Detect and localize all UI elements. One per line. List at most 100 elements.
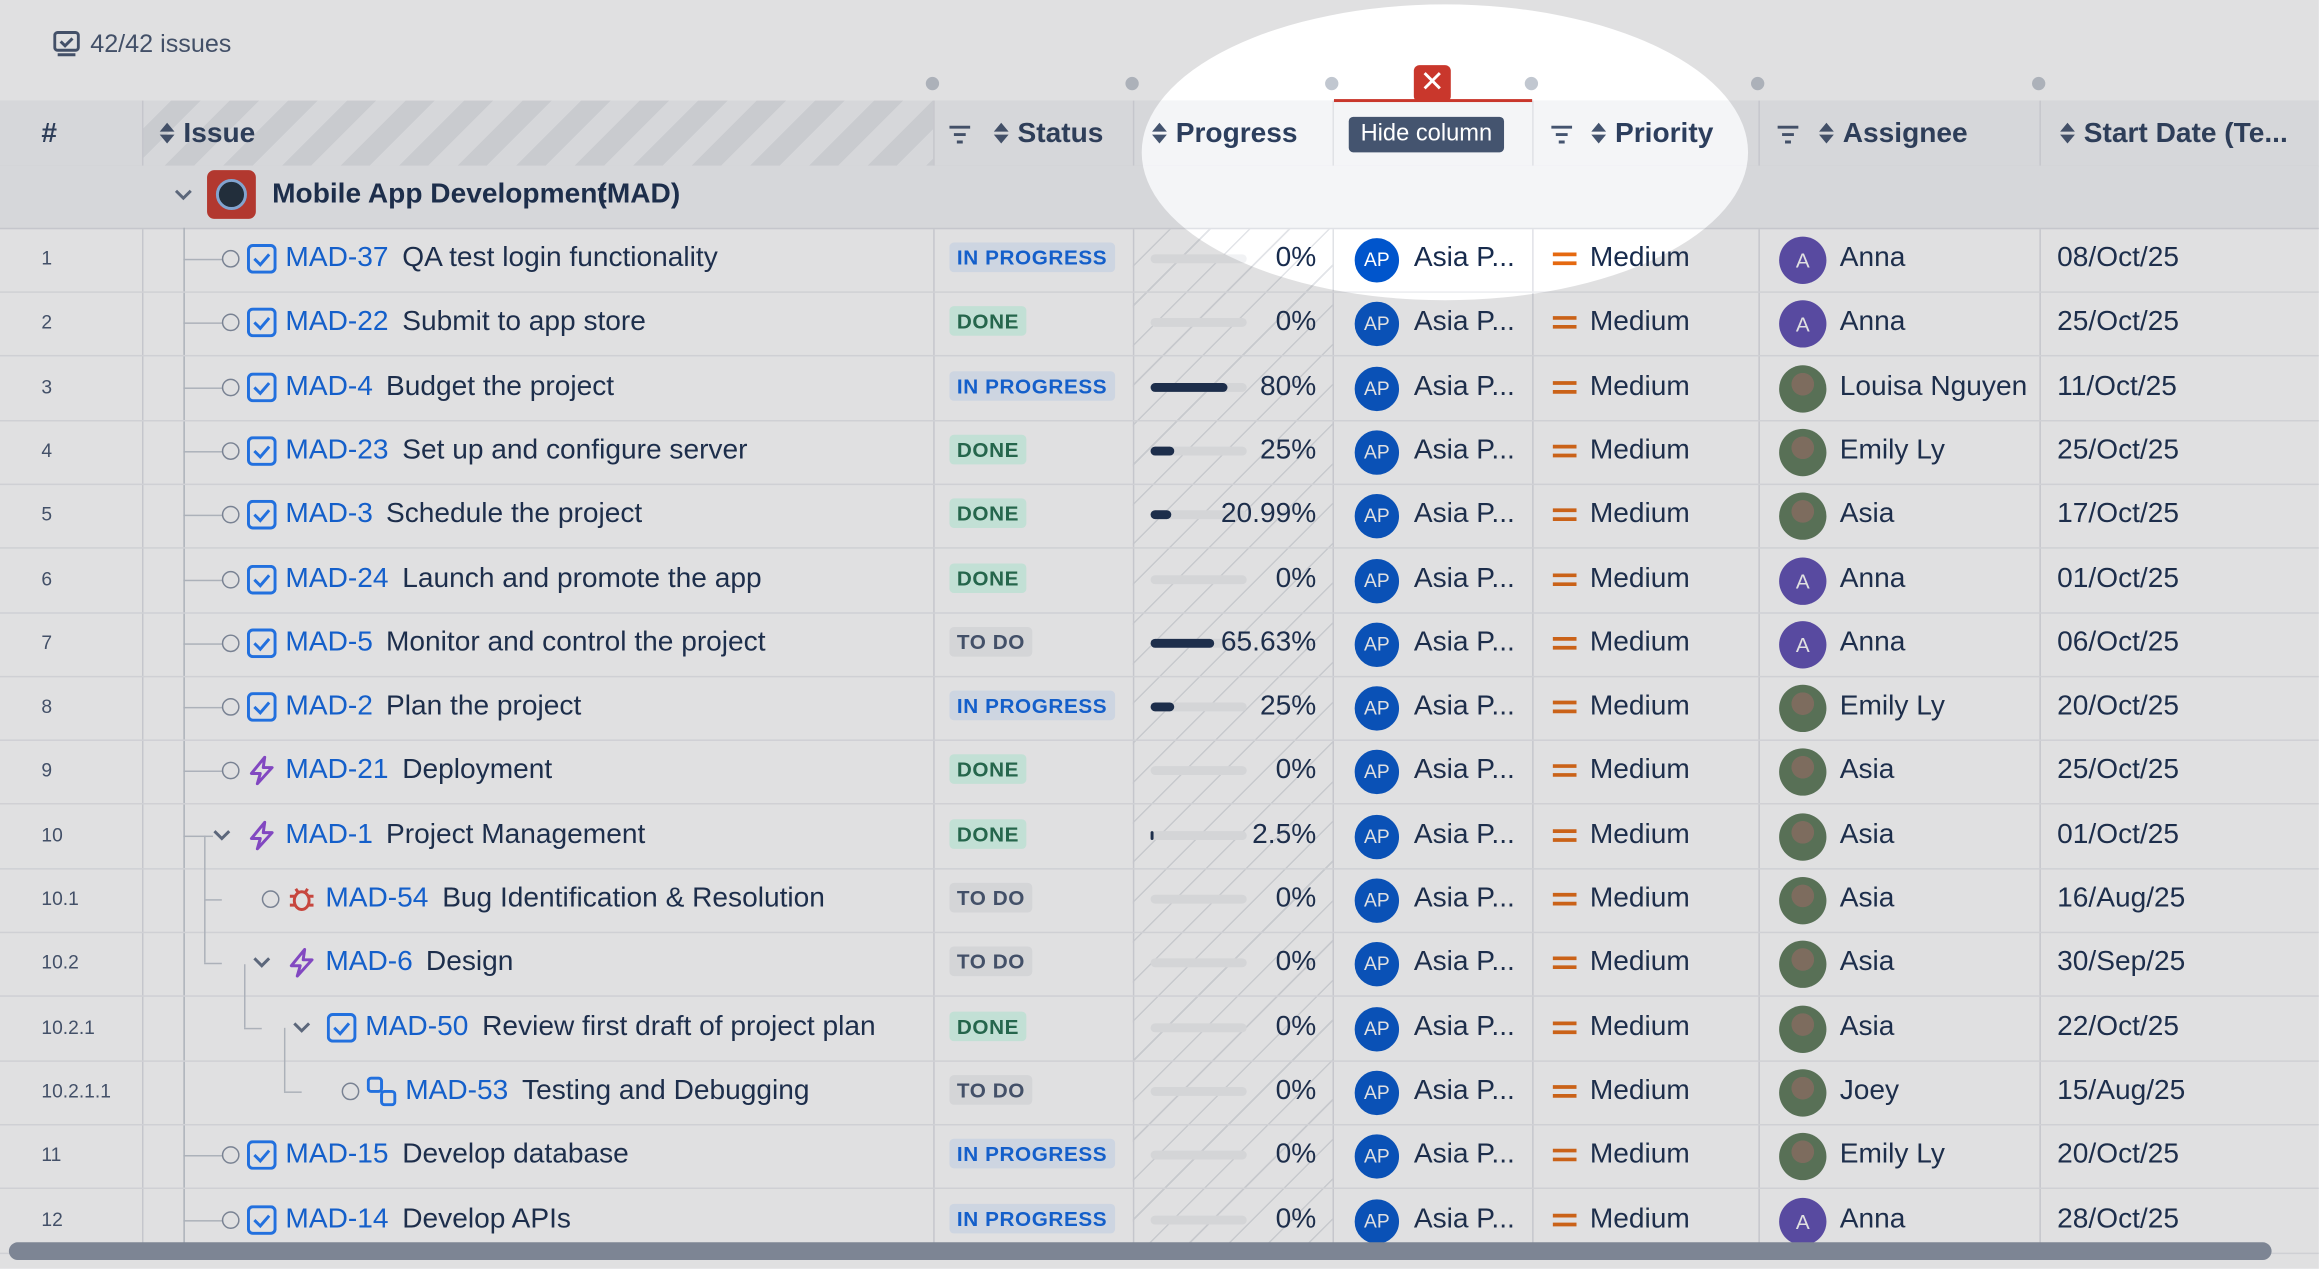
status-lozenge[interactable]: DONE [949,562,1027,593]
reporter-avatar[interactable]: AP [1353,1133,1401,1181]
assignee-avatar[interactable]: A [1779,556,1827,605]
assignee-photo[interactable] [1779,748,1827,797]
issue-key[interactable]: MAD-22 [285,307,388,340]
issue-summary[interactable]: Review first draft of project plan [482,1011,876,1044]
column-divider [2039,100,2041,1255]
resize-handle[interactable] [1751,76,1765,91]
issue-key[interactable]: MAD-3 [285,499,372,532]
status-lozenge[interactable]: TO DO [949,882,1033,913]
column-header[interactable]: Progress [1175,118,1298,150]
issue-key[interactable]: MAD-2 [285,691,372,724]
issue-key[interactable]: MAD-4 [285,371,372,404]
reporter-avatar[interactable]: AP [1353,556,1401,605]
issue-summary[interactable]: Project Management [386,819,645,852]
resize-handle[interactable] [2032,76,2046,91]
column-header[interactable]: Status [1017,118,1103,151]
resize-handle[interactable] [1524,76,1539,91]
assignee-avatar[interactable]: A [1779,620,1827,669]
status-lozenge[interactable]: IN PROGRESS [949,242,1115,273]
resize-handle[interactable] [925,76,940,91]
issue-summary[interactable]: Budget the project [386,371,614,404]
status-lozenge[interactable]: DONE [949,818,1027,849]
status-lozenge[interactable]: IN PROGRESS [949,690,1115,721]
issue-key[interactable]: MAD-14 [285,1203,388,1236]
reporter-avatar[interactable]: AP [1353,364,1401,413]
expand-chevron[interactable] [251,953,272,981]
issue-key[interactable]: MAD-5 [285,627,372,660]
reporter-avatar[interactable]: AP [1353,1197,1401,1245]
status-lozenge[interactable]: DONE [949,754,1027,785]
status-lozenge[interactable]: TO DO [949,1074,1033,1105]
assignee-avatar[interactable]: A [1779,1197,1827,1245]
issue-summary[interactable]: Develop APIs [402,1203,571,1236]
assignee-photo[interactable] [1779,428,1827,477]
issue-summary[interactable]: Bug Identification & Resolution [442,883,825,916]
assignee-photo[interactable] [1779,492,1827,541]
issue-summary[interactable]: Design [426,947,513,980]
issue-summary[interactable]: Deployment [402,755,552,788]
reporter-avatar[interactable]: AP [1353,1069,1401,1117]
tree-node [221,377,240,396]
issue-key[interactable]: MAD-21 [285,755,388,788]
issue-key[interactable]: MAD-15 [285,1139,388,1172]
assignee-avatar[interactable]: A [1779,236,1827,284]
status-lozenge[interactable]: TO DO [949,946,1033,977]
issue-key[interactable]: MAD-23 [285,435,388,468]
issue-key[interactable]: MAD-53 [405,1075,508,1108]
column-header[interactable]: Start Date (Te... [2084,118,2288,151]
assignee-photo[interactable] [1779,1069,1827,1117]
status-lozenge[interactable]: DONE [949,498,1027,529]
status-lozenge[interactable]: DONE [949,1010,1027,1041]
issue-summary[interactable]: QA test login functionality [402,243,718,276]
reporter-avatar[interactable]: AP [1353,1005,1401,1053]
status-lozenge[interactable]: TO DO [949,626,1033,657]
expand-chevron[interactable] [291,1017,312,1045]
column-header[interactable]: Issue [183,118,255,151]
reporter-avatar[interactable]: AP [1353,492,1401,541]
priority-name: Medium [1590,563,1690,596]
issue-summary[interactable]: Submit to app store [402,307,646,340]
assignee-photo[interactable] [1779,1005,1827,1053]
column-header[interactable]: Assignee [1843,118,1968,151]
status-lozenge[interactable]: IN PROGRESS [949,1139,1115,1169]
resize-handle[interactable] [1325,76,1339,91]
hide-column-button[interactable]: ✕ [1413,65,1451,103]
expand-chevron[interactable] [211,825,232,853]
issue-key[interactable]: MAD-50 [365,1011,468,1044]
assignee-photo[interactable] [1779,876,1827,925]
issue-key[interactable]: MAD-1 [285,819,372,852]
issue-summary[interactable]: Plan the project [386,691,581,724]
issue-key[interactable]: MAD-37 [285,243,388,276]
reporter-avatar[interactable]: AP [1353,620,1401,669]
reporter-avatar[interactable]: AP [1353,236,1401,284]
reporter-avatar[interactable]: AP [1353,812,1401,861]
assignee-photo[interactable] [1779,1133,1827,1181]
issue-key[interactable]: MAD-24 [285,563,388,596]
issue-key[interactable]: MAD-6 [325,947,412,980]
issue-summary[interactable]: Develop database [402,1139,629,1172]
resize-handle[interactable] [1125,76,1139,91]
reporter-avatar[interactable]: AP [1353,876,1401,925]
reporter-avatar[interactable]: AP [1353,748,1401,797]
status-lozenge[interactable]: DONE [949,306,1027,337]
issue-summary[interactable]: Monitor and control the project [386,627,766,660]
column-header[interactable]: Priority [1614,118,1714,150]
status-lozenge[interactable]: IN PROGRESS [949,370,1115,401]
reporter-avatar[interactable]: AP [1353,428,1401,477]
issue-summary[interactable]: Testing and Debugging [522,1075,809,1108]
issue-summary[interactable]: Schedule the project [386,499,642,532]
assignee-photo[interactable] [1779,364,1827,413]
horizontal-scrollbar[interactable] [8,1242,2272,1261]
assignee-avatar[interactable]: A [1779,300,1827,348]
status-lozenge[interactable]: DONE [949,434,1027,465]
assignee-photo[interactable] [1779,684,1827,733]
issue-summary[interactable]: Launch and promote the app [402,563,761,596]
status-lozenge[interactable]: IN PROGRESS [949,1203,1115,1233]
reporter-avatar[interactable]: AP [1353,684,1401,733]
assignee-photo[interactable] [1779,812,1827,861]
issue-summary[interactable]: Set up and configure server [402,435,747,468]
issue-key[interactable]: MAD-54 [325,883,428,916]
reporter-avatar[interactable]: AP [1353,300,1401,348]
assignee-photo[interactable] [1779,941,1827,989]
reporter-avatar[interactable]: AP [1353,941,1401,989]
